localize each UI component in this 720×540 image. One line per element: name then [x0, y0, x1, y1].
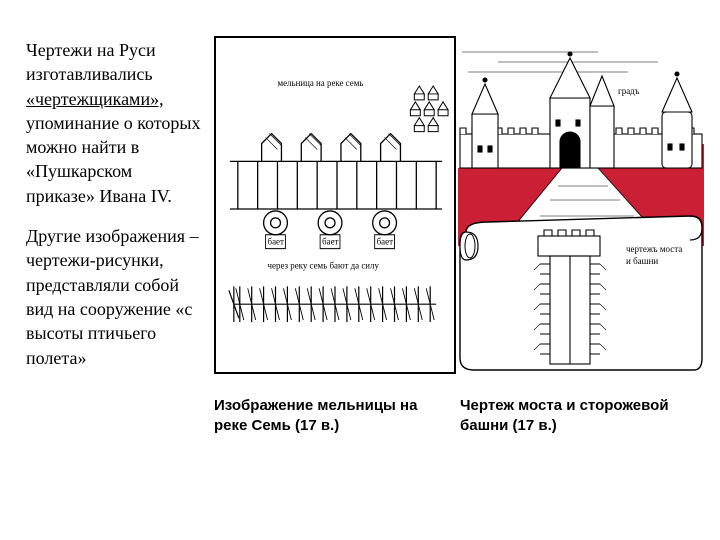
para1-underlined: «чертежщиками»,: [26, 89, 164, 109]
figure-bridge-tower-drawing: чертежъ моста и башни градъ: [458, 36, 704, 374]
fortress-svg: чертежъ моста и башни градъ: [458, 36, 704, 374]
figure-mill-drawing: мельница на реке семь: [214, 36, 456, 374]
paragraph-1: Чертежи на Руси изготавливались «чертежщ…: [26, 38, 201, 208]
svg-text:мельница на реке семь: мельница на реке семь: [277, 78, 363, 88]
figures-row: мельница на реке семь: [214, 36, 704, 376]
para1-part-a: Чертежи на Руси изготавливались: [26, 40, 156, 84]
svg-text:градъ: градъ: [618, 86, 640, 96]
svg-text:бает: бает: [268, 237, 284, 247]
mill-svg: мельница на реке семь: [216, 38, 454, 372]
svg-text:чертежъ моста: чертежъ моста: [626, 244, 682, 254]
svg-text:бает: бает: [322, 237, 338, 247]
svg-text:бает: бает: [377, 237, 393, 247]
caption-right: Чертеж моста и сторожевой башни (17 в.): [460, 396, 680, 435]
para1-part-c: упоминание о которых можно найти в «Пушк…: [26, 113, 201, 206]
paragraph-2: Другие изображения – чертежи-рисунки, пр…: [26, 224, 201, 370]
body-text-column: Чертежи на Руси изготавливались «чертежщ…: [26, 38, 201, 386]
svg-text:через реку семь бают да силу: через реку семь бают да силу: [268, 260, 380, 270]
svg-text:и башни: и башни: [626, 256, 658, 266]
caption-left: Изображение мельницы на реке Семь (17 в.…: [214, 396, 424, 435]
